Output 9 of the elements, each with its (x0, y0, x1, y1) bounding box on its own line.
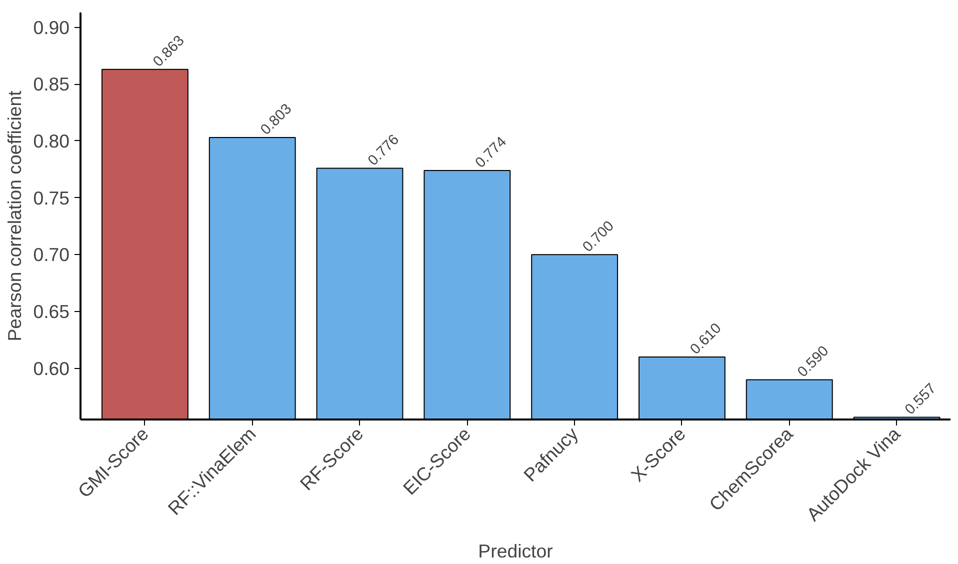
x-axis-title: Predictor (478, 540, 553, 562)
y-tick-label: 0.80 (33, 130, 70, 152)
y-tick-label: 0.85 (33, 74, 70, 95)
y-tick-label: 0.90 (33, 16, 70, 38)
y-axis-title: Pearson correlation coefficient (4, 90, 26, 342)
y-tick-label: 0.65 (33, 300, 70, 322)
y-tick-label: 0.60 (33, 358, 70, 379)
y-tick-label: 0.75 (33, 187, 70, 208)
y-tick-label: 0.70 (33, 244, 70, 266)
